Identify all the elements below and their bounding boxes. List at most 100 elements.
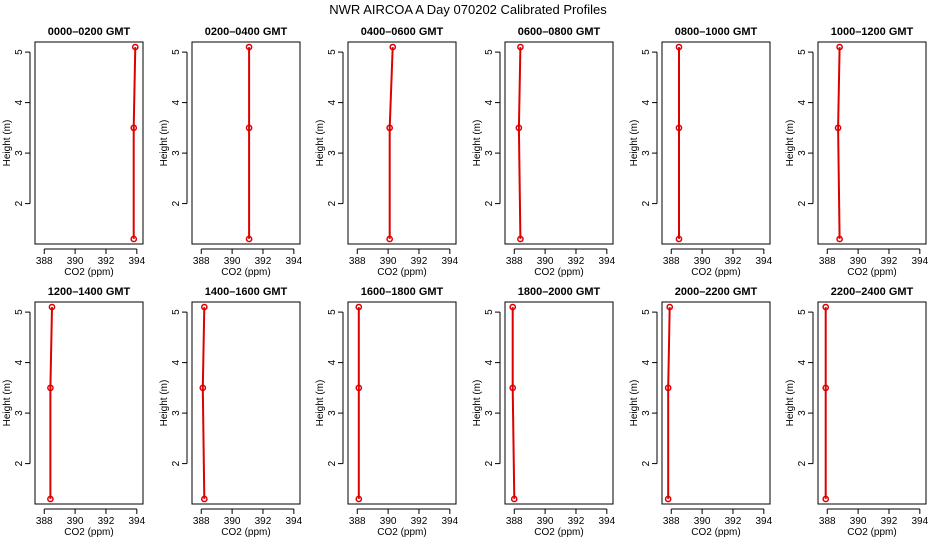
x-tick-label: 392 bbox=[255, 516, 272, 527]
x-tick-label: 392 bbox=[568, 516, 585, 527]
main-title: NWR AIRCOA A Day 070202 Calibrated Profi… bbox=[329, 2, 607, 17]
data-point bbox=[130, 235, 138, 243]
data-point bbox=[131, 43, 139, 51]
y-axis-label: Height (m) bbox=[785, 120, 796, 167]
data-point bbox=[389, 43, 397, 51]
profile-line bbox=[837, 47, 841, 239]
y-tick-label: 5 bbox=[14, 49, 25, 55]
y-tick-label: 2 bbox=[171, 460, 182, 466]
panel-title: 0400–0600 GMT bbox=[361, 26, 444, 38]
x-tick-label: 394 bbox=[441, 256, 458, 267]
panel-title: 1000–1200 GMT bbox=[831, 26, 914, 38]
profile-line bbox=[132, 47, 137, 239]
x-tick-label: 390 bbox=[67, 256, 84, 267]
y-tick-label: 2 bbox=[484, 200, 495, 206]
y-tick-label: 5 bbox=[171, 49, 182, 55]
data-point bbox=[517, 43, 524, 51]
x-tick-label: 394 bbox=[911, 256, 928, 267]
x-tick-label: 394 bbox=[128, 516, 145, 527]
y-axis-label: Height (m) bbox=[472, 120, 483, 167]
y-tick-label: 5 bbox=[327, 49, 338, 55]
data-point bbox=[834, 124, 842, 132]
panel-12: 2200–2400 GMT 388 390 392 394 CO2 (ppm) 2 3 4 5 He… bbox=[785, 286, 929, 538]
data-point bbox=[836, 43, 843, 51]
plot-frame bbox=[661, 301, 771, 505]
data-point bbox=[664, 495, 672, 503]
y-tick-label: 4 bbox=[641, 99, 652, 105]
y-axis-label: Height (m) bbox=[159, 380, 170, 427]
data-point bbox=[822, 303, 830, 311]
x-tick-label: 394 bbox=[441, 516, 458, 527]
y-tick-label: 3 bbox=[797, 410, 808, 416]
x-axis-label: CO2 (ppm) bbox=[691, 267, 740, 278]
y-tick-label: 4 bbox=[327, 359, 338, 365]
y-axis-label: Height (m) bbox=[315, 380, 326, 427]
data-point bbox=[675, 124, 683, 132]
x-tick-label: 390 bbox=[537, 516, 554, 527]
data-point bbox=[509, 303, 517, 311]
panel-title: 1600–1800 GMT bbox=[361, 286, 444, 298]
x-tick-label: 388 bbox=[193, 256, 210, 267]
panel-11: 2000–2200 GMT 388 390 392 394 CO2 (ppm) 2 3 4 5 He… bbox=[629, 286, 773, 538]
y-axis-label: Height (m) bbox=[629, 380, 640, 427]
y-tick-label: 2 bbox=[641, 200, 652, 206]
x-axis-label: CO2 (ppm) bbox=[64, 267, 113, 278]
x-tick-label: 392 bbox=[411, 516, 428, 527]
y-tick-label: 4 bbox=[171, 99, 182, 105]
x-tick-label: 390 bbox=[67, 516, 84, 527]
panel-title: 1400–1600 GMT bbox=[205, 286, 288, 298]
y-tick-label: 5 bbox=[484, 49, 495, 55]
y-tick-label: 4 bbox=[484, 99, 495, 105]
panel-title: 0800–1000 GMT bbox=[675, 26, 758, 38]
y-tick-label: 3 bbox=[484, 410, 495, 416]
x-tick-label: 388 bbox=[819, 256, 836, 267]
data-point bbox=[822, 495, 830, 503]
x-tick-label: 394 bbox=[911, 516, 928, 527]
y-tick-label: 5 bbox=[171, 309, 182, 315]
plot-frame bbox=[817, 41, 927, 245]
profile-line bbox=[49, 307, 53, 499]
data-point bbox=[666, 303, 674, 311]
x-tick-label: 388 bbox=[193, 516, 210, 527]
data-point bbox=[47, 495, 54, 503]
y-tick-label: 4 bbox=[797, 99, 808, 105]
plot-frame bbox=[34, 301, 144, 505]
data-point bbox=[675, 43, 683, 51]
x-tick-label: 394 bbox=[755, 256, 772, 267]
x-tick-label: 390 bbox=[694, 516, 711, 527]
y-tick-label: 5 bbox=[484, 309, 495, 315]
x-tick-label: 390 bbox=[850, 256, 867, 267]
data-point bbox=[509, 384, 517, 392]
x-tick-label: 394 bbox=[755, 516, 772, 527]
profile-line bbox=[517, 47, 522, 239]
y-tick-label: 2 bbox=[484, 460, 495, 466]
x-tick-label: 392 bbox=[568, 256, 585, 267]
profile-line bbox=[201, 307, 206, 499]
y-tick-label: 5 bbox=[641, 49, 652, 55]
panel-title: 1800–2000 GMT bbox=[518, 286, 601, 298]
y-tick-label: 3 bbox=[327, 410, 338, 416]
y-tick-label: 2 bbox=[14, 460, 25, 466]
data-point bbox=[199, 384, 207, 392]
profile-line bbox=[388, 47, 394, 239]
x-tick-label: 394 bbox=[598, 516, 615, 527]
x-tick-label: 390 bbox=[224, 256, 241, 267]
plot-frame bbox=[34, 41, 144, 245]
x-tick-label: 394 bbox=[128, 256, 145, 267]
plot-frame bbox=[191, 301, 301, 505]
x-tick-label: 388 bbox=[349, 516, 366, 527]
x-tick-label: 388 bbox=[349, 256, 366, 267]
panel-10: 1800–2000 GMT 388 390 392 394 CO2 (ppm) 2 3 4 5 He… bbox=[472, 286, 616, 538]
x-axis-label: CO2 (ppm) bbox=[221, 527, 270, 538]
y-tick-label: 2 bbox=[641, 460, 652, 466]
panel-title: 0000–0200 GMT bbox=[48, 26, 131, 38]
y-tick-label: 4 bbox=[14, 359, 25, 365]
y-tick-label: 3 bbox=[484, 150, 495, 156]
y-tick-label: 5 bbox=[641, 309, 652, 315]
profile-line bbox=[511, 307, 516, 499]
panel-title: 0600–0800 GMT bbox=[518, 26, 601, 38]
data-point bbox=[675, 235, 683, 243]
plot-frame bbox=[191, 41, 301, 245]
data-point bbox=[386, 124, 394, 132]
